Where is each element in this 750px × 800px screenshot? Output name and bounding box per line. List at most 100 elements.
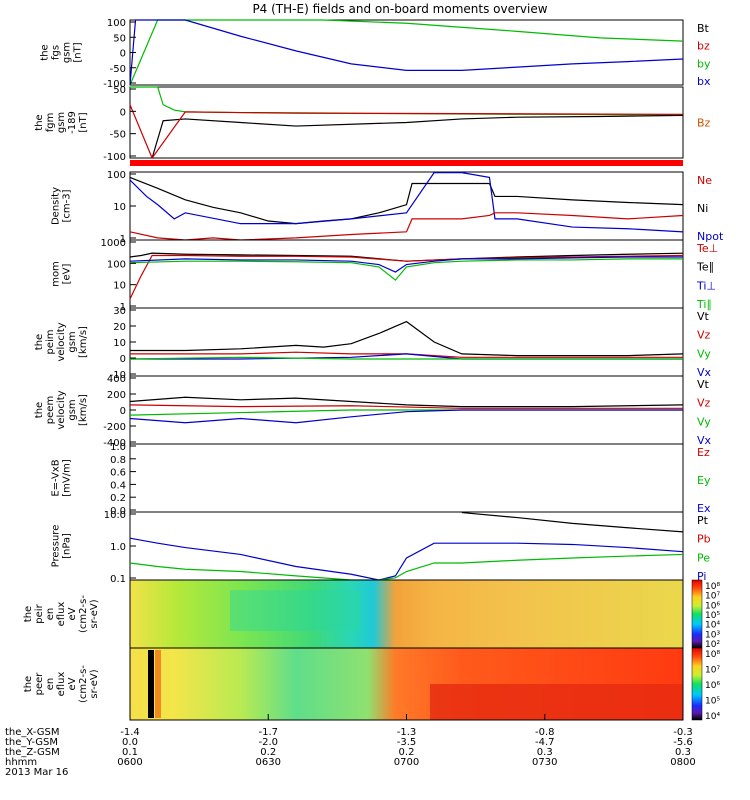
- panel-density: 100 10 1 Ne Ni Npot Density [cm-3]: [51, 170, 724, 245]
- panel-frame: [129, 511, 684, 581]
- legend-entry: Pt: [697, 514, 709, 527]
- spectrogram-band-mid: [230, 590, 360, 631]
- legend-entry: Te∥: [696, 261, 714, 274]
- x-row-label: the_Y-GSM: [5, 737, 58, 748]
- series-line: [129, 104, 684, 160]
- x-tick-label: 0.1: [122, 747, 138, 758]
- y-tick-label: 0.4: [110, 480, 126, 491]
- y-axis-label: E=-VxB [mV/m]: [51, 459, 73, 497]
- y-tick-label: 20: [113, 322, 126, 333]
- legend-entry: Vt: [697, 378, 710, 391]
- y-label-line: [nPa]: [62, 533, 73, 559]
- y-label-line: [eV]: [62, 264, 73, 285]
- legend-entry: by: [697, 57, 711, 70]
- y-label-line: the: [34, 114, 45, 130]
- x-tick-label: 0800: [670, 757, 695, 768]
- y-label-line: the: [34, 402, 45, 418]
- panel-pressure: 10.0 1.0 0.1 Pt Pb Pe Pi Pressure [nPa]: [51, 510, 711, 585]
- y-tick-label: 200: [107, 390, 126, 401]
- y-label-line: Density: [51, 187, 62, 225]
- legend-entry: Vy: [697, 347, 711, 360]
- y-axis-label: the peem velocity gsm [km/s]: [34, 390, 89, 429]
- y-label-line: (cm2-s-: [78, 665, 89, 703]
- y-label-line: eflux: [56, 602, 67, 627]
- x-tick-label: -1.7: [258, 727, 278, 738]
- legend-entry: Ti∥: [696, 298, 712, 311]
- x-tick-label: 0.3: [675, 747, 691, 758]
- panel-peer_spec: 10⁸ 10⁷ 10⁶ 10⁵ 10⁴ the peer en eflux eV (cm2-s-sr…: [23, 647, 720, 722]
- series-line: [129, 19, 684, 86]
- y-label-line: peim: [45, 329, 56, 354]
- legend-entry: Ne: [697, 174, 712, 187]
- y-tick-label: -100: [103, 152, 126, 163]
- colorbar-tick-label: 10⁵: [705, 611, 720, 621]
- colorbar-tick-label: 10⁸: [705, 582, 720, 592]
- series-line: [461, 511, 684, 533]
- series-line: [129, 537, 684, 581]
- colorbar-tick-label: 10⁵: [705, 697, 720, 707]
- legend-entry: bx: [697, 75, 711, 88]
- colorbar-tick-label: 10⁷: [705, 666, 720, 676]
- y-label-line: [km/s]: [78, 394, 89, 426]
- y-label-line: en: [45, 608, 56, 621]
- y-label-line: eV: [67, 677, 78, 690]
- y-label-line: gsm: [62, 42, 73, 63]
- panel-frame: [129, 239, 684, 309]
- spectrogram-band-low: [430, 684, 683, 720]
- y-label-line: eflux: [56, 672, 67, 697]
- y-axis-label: Pressure [nPa]: [51, 525, 73, 568]
- panel-frame: [129, 307, 684, 377]
- y-label-line: peem: [45, 396, 56, 424]
- y-label-line: [mV/m]: [62, 459, 73, 497]
- y-label-line: [nT]: [73, 42, 84, 62]
- legend-entry: Bz: [697, 117, 711, 130]
- x-tick-label: 0.2: [260, 747, 276, 758]
- figure-title: P4 (TH-E) fields and on-board moments ov…: [252, 2, 547, 16]
- series-line: [129, 553, 684, 581]
- colorbar-tick-label: 10⁴: [705, 712, 720, 722]
- series-line: [129, 176, 684, 225]
- y-label-line: [km/s]: [78, 326, 89, 358]
- y-tick-label: 1: [120, 234, 126, 245]
- y-label-line: fgm: [45, 113, 56, 133]
- x-tick-label: -4.7: [535, 737, 555, 748]
- y-label-line: the: [40, 44, 51, 60]
- colorbar-tick-label: 10⁶: [705, 681, 720, 691]
- y-axis-label: the peer en eflux eV (cm2-s-sr-eV): [23, 665, 100, 703]
- y-tick-label: 0: [120, 354, 126, 365]
- panel-frame: [129, 19, 684, 86]
- y-tick-label: 1.0: [110, 442, 126, 453]
- legend-entry: Vt: [697, 310, 710, 323]
- y-tick-label: -400: [103, 438, 126, 449]
- x-row-label: 2013 Mar 16: [5, 767, 68, 778]
- x-tick-label: -0.3: [673, 727, 693, 738]
- x-tick-label: 0600: [117, 757, 142, 768]
- series-line: [129, 404, 683, 409]
- series-line: [129, 254, 684, 300]
- x-tick-label: -5.6: [673, 737, 693, 748]
- y-tick-label: 100: [107, 259, 126, 270]
- y-tick-label: 10: [113, 202, 126, 213]
- legend-entry: Ni: [697, 202, 708, 215]
- y-label-line: -189: [67, 111, 78, 134]
- y-label-line: (cm2-s-: [78, 595, 89, 633]
- x-tick-label: -2.0: [258, 737, 278, 748]
- y-label-line: velocity: [56, 390, 67, 429]
- panel-peem_velocity: 400 200 0 -200 -400 Vt Vz Vy Vx the peem velocity gs…: [34, 374, 712, 449]
- colorbar-tick-label: 10⁶: [705, 601, 720, 611]
- panel-fgm: 50 0 -50 -100 Bz the fgm gsm -189 [nT]: [34, 85, 711, 163]
- legend-entry: Npot: [697, 230, 724, 243]
- colorbar-tick-label: 10⁴: [705, 621, 720, 631]
- legend-entry: Bt: [697, 22, 710, 35]
- y-tick-label: 1000: [101, 238, 126, 249]
- panel-frame: [129, 171, 684, 241]
- y-label-line: the: [23, 606, 34, 622]
- y-tick-label: 0.0: [110, 506, 126, 517]
- y-tick-label: 0.1: [110, 574, 126, 585]
- y-tick-label: 10: [113, 338, 126, 349]
- series-line: [129, 212, 684, 241]
- y-tick-label: 1: [120, 302, 126, 313]
- y-tick-label: -50: [110, 64, 126, 75]
